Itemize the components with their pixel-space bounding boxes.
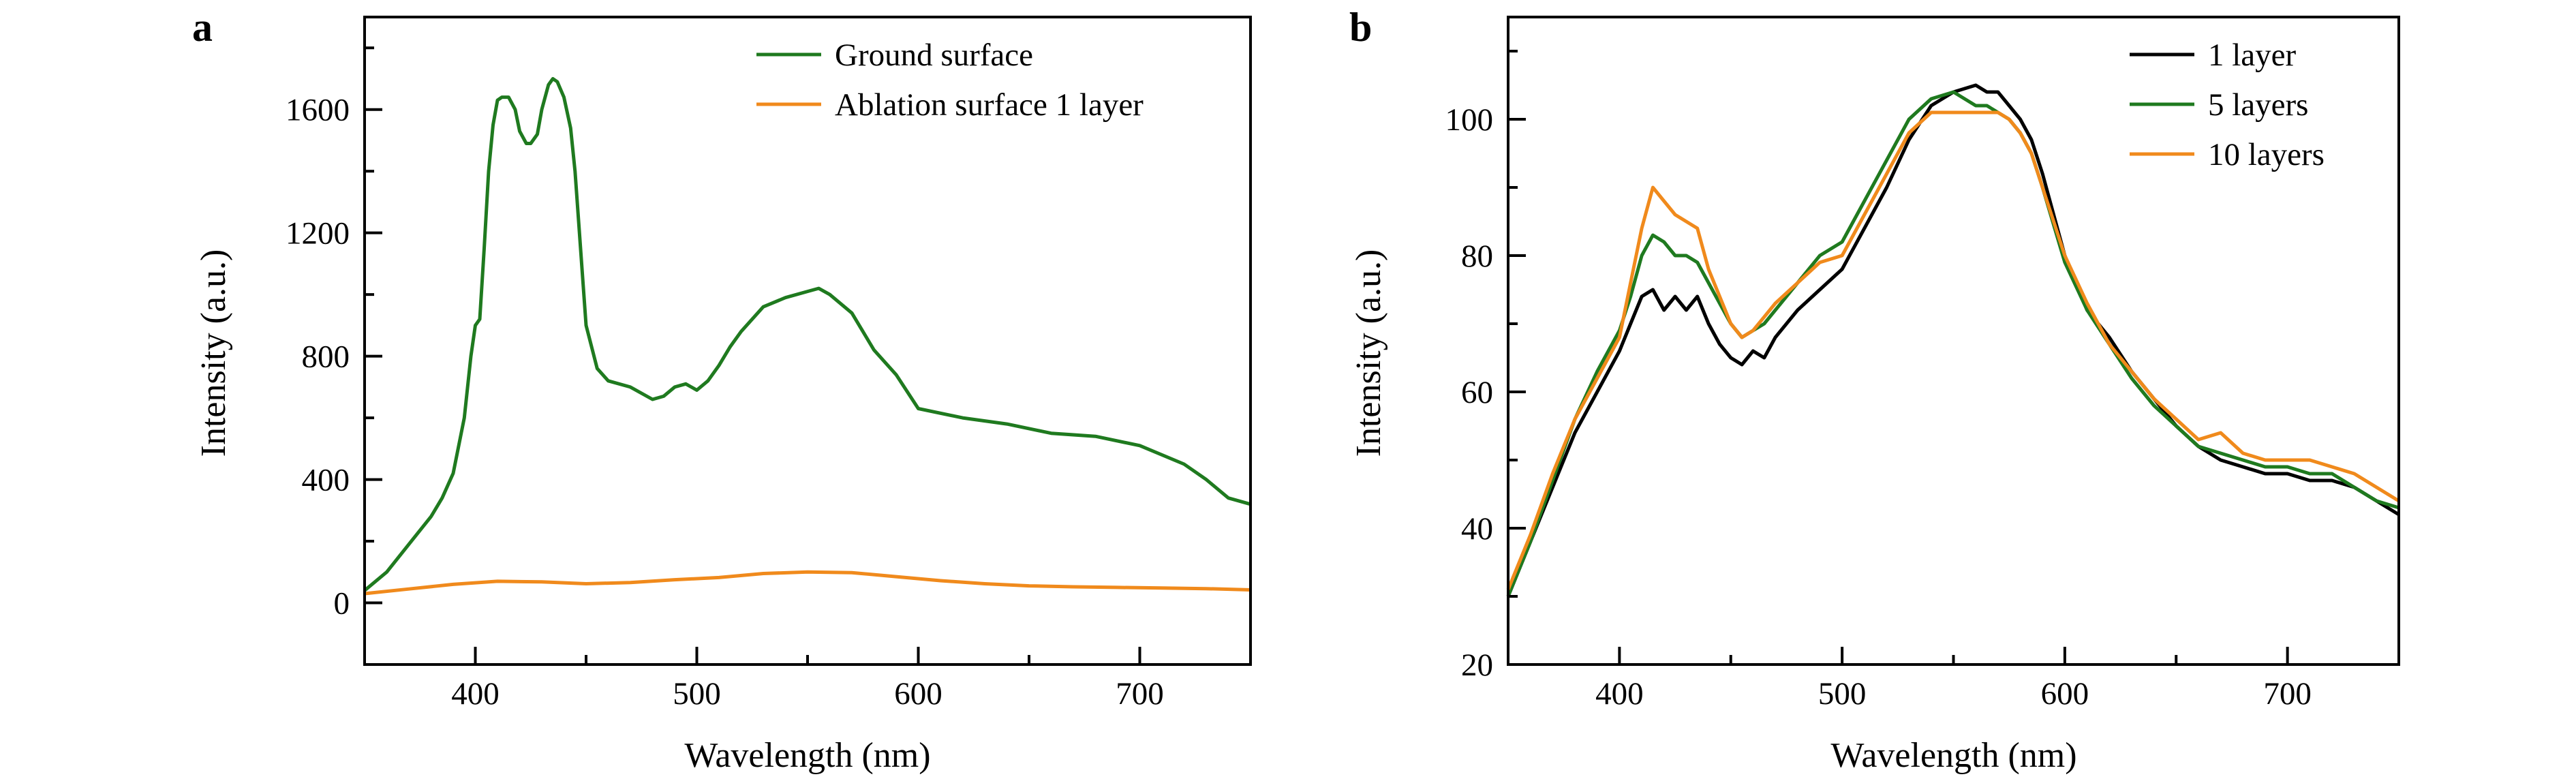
panel-a-legend: Ground surface Ablation surface 1 layer — [756, 37, 1144, 123]
panel-b-x-tick-label: 400 — [1595, 676, 1644, 712]
panel-b-legend-label-3: 10 layers — [2208, 137, 2325, 172]
panel-b-series-group — [1506, 83, 2400, 597]
panel-b-x-tick-label: 700 — [2263, 676, 2312, 712]
panel-b-y-axis-title: Intensity (a.u.) — [1349, 249, 1388, 457]
panel-a-x-tick-label: 700 — [1116, 676, 1164, 712]
panel-b-y-tick-label: 20 — [1461, 647, 1493, 683]
panel-a-legend-label-1: Ground surface — [835, 37, 1033, 73]
panel-b-y-tick-label: 80 — [1461, 239, 1493, 274]
panel-a-axis-ticks: 400 500 600 700 0 400 800 1200 1600 — [286, 46, 1252, 712]
panel-label-a: a — [192, 5, 213, 50]
panel-b-series-line-1 — [1506, 83, 2400, 597]
panel-b-y-tick-label: 40 — [1461, 511, 1493, 547]
panel-a-y-tick-label: 1200 — [286, 216, 350, 251]
panel-a-series-line-1 — [363, 77, 1251, 592]
panel-a-series-group — [363, 77, 1251, 596]
panel-a-y-tick-label: 0 — [334, 586, 350, 622]
panel-b: b 400 500 600 700 20 40 60 80 100 Wavelength (nm… — [1349, 5, 2400, 775]
panel-label-b: b — [1349, 5, 1372, 50]
panel-a-x-tick-label: 400 — [451, 676, 500, 712]
panel-b-legend-label-1: 1 layer — [2208, 37, 2297, 73]
panel-a-y-tick-label: 800 — [302, 339, 350, 375]
panel-a: a 400 500 600 700 0 400 800 1200 1600 Wavelength… — [192, 5, 1252, 775]
panel-b-x-tick-label: 600 — [2041, 676, 2089, 712]
panel-b-x-axis-title: Wavelength (nm) — [1830, 736, 2076, 775]
panel-a-y-tick-label: 400 — [302, 463, 350, 498]
panel-a-y-tick-label: 1600 — [286, 93, 350, 128]
panel-b-series-line-2 — [1506, 90, 2399, 597]
panel-b-axis-ticks: 400 500 600 700 20 40 60 80 100 — [1445, 50, 2400, 712]
panel-a-series-line-2 — [364, 570, 1251, 596]
panel-b-y-tick-label: 60 — [1461, 375, 1493, 410]
panel-a-y-axis-title: Intensity (a.u.) — [194, 249, 233, 457]
panel-a-x-axis-title: Wavelength (nm) — [684, 736, 930, 775]
panel-a-legend-label-2: Ablation surface 1 layer — [835, 87, 1144, 123]
panel-b-y-tick-label: 100 — [1445, 102, 1494, 138]
panel-a-x-tick-label: 600 — [894, 676, 942, 712]
panel-b-legend-label-2: 5 layers — [2208, 87, 2308, 123]
panel-b-series-line-3 — [1506, 110, 2400, 590]
panel-b-legend: 1 layer 5 layers 10 layers — [2130, 37, 2325, 172]
panel-b-x-tick-label: 500 — [1818, 676, 1867, 712]
panel-a-x-tick-label: 500 — [673, 676, 721, 712]
